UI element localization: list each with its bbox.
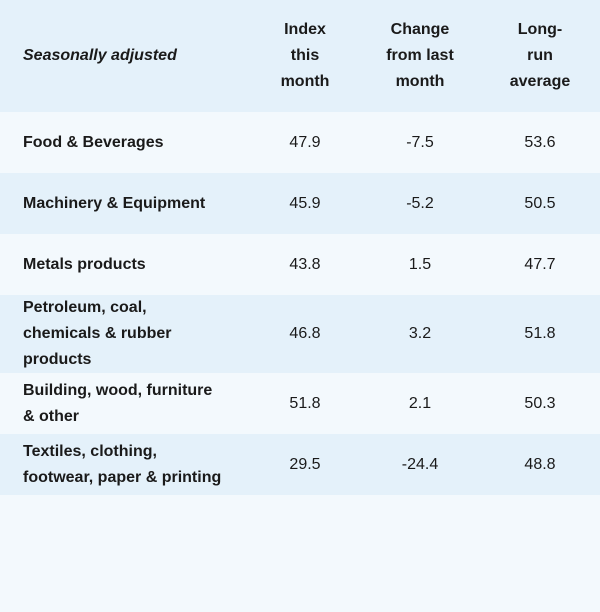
table-body: Food & Beverages 47.9 -7.5 53.6 Machinery & …: [0, 112, 600, 495]
value-cell: 50.3: [524, 394, 556, 412]
row-label-cell: Metals products: [0, 234, 250, 295]
value-cell: -24.4: [401, 455, 439, 473]
row-label-cell: Building, wood, furniture & other: [0, 373, 250, 434]
value-cell: 51.8: [524, 325, 556, 342]
table-row: Metals products 43.8 1.5 47.7: [0, 234, 600, 295]
row-label: Machinery & Equipment: [23, 194, 206, 212]
row-label-cell: Machinery & Equipment: [0, 173, 250, 234]
value-cell: 29.5: [289, 455, 321, 473]
header-cell: Long-run average: [480, 0, 600, 112]
table-row: Food & Beverages 47.9 -7.5 53.6: [0, 112, 600, 173]
row-label: Petroleum, coal, chemicals & rubber prod…: [23, 299, 172, 368]
value-cell: 2.1: [408, 394, 432, 412]
value-cell: 46.8: [289, 325, 321, 342]
data-table: Seasonally adjusted Index this month Cha…: [0, 0, 600, 495]
header-row: Seasonally adjusted Index this month Cha…: [0, 0, 600, 112]
header-text: Index this month: [280, 21, 330, 90]
row-label: Textiles, clothing, footwear, paper & pr…: [23, 442, 222, 486]
header-text: Seasonally adjusted: [23, 47, 177, 64]
value-cell: 45.9: [289, 194, 321, 212]
value-cell: 43.8: [289, 255, 321, 273]
row-label: Building, wood, furniture & other: [23, 381, 213, 425]
row-label: Food & Beverages: [23, 133, 164, 151]
row-label-cell: Textiles, clothing, footwear, paper & pr…: [0, 434, 250, 495]
header-text: Change from last month: [386, 21, 454, 90]
row-label: Metals products: [23, 255, 146, 273]
value-cell: 47.9: [289, 133, 321, 151]
table-row: Textiles, clothing, footwear, paper & pr…: [0, 434, 600, 495]
value-cell: 50.5: [524, 194, 556, 212]
value-cell: -7.5: [406, 133, 434, 151]
table-row: Building, wood, furniture & other 51.8 2.1…: [0, 373, 600, 434]
header-cell: Seasonally adjusted: [0, 0, 250, 112]
value-cell: 3.2: [408, 325, 432, 342]
value-cell: 51.8: [289, 394, 321, 412]
value-cell: 48.8: [524, 455, 556, 473]
value-cell: 47.7: [524, 255, 556, 273]
value-cell: 1.5: [408, 255, 432, 273]
row-label-cell: Food & Beverages: [0, 112, 250, 173]
row-label-cell: Petroleum, coal, chemicals & rubber prod…: [0, 295, 250, 373]
table-row: Petroleum, coal, chemicals & rubber prod…: [0, 295, 600, 373]
header-cell: Change from last month: [360, 0, 480, 112]
value-cell: -5.2: [406, 194, 434, 212]
table-header: Seasonally adjusted Index this month Cha…: [0, 0, 600, 112]
header-cell: Index this month: [250, 0, 360, 112]
header-text: Long-run average: [509, 21, 571, 90]
value-cell: 53.6: [524, 133, 556, 151]
table-row: Machinery & Equipment 45.9 -5.2 50.5: [0, 173, 600, 234]
